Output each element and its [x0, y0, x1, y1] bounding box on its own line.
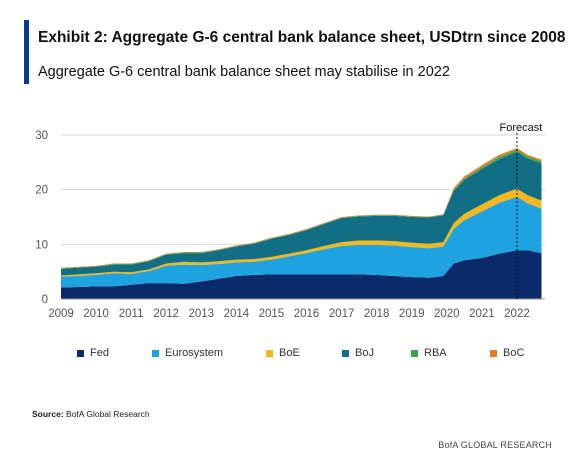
x-tick-label: 2013 [188, 308, 214, 320]
x-tick-label: 2009 [48, 308, 74, 320]
area-series-fed [61, 250, 542, 299]
chart-subtitle: Aggregate G-6 central bank balance sheet… [38, 64, 450, 80]
area-series-boj [61, 151, 542, 276]
y-tick-label: 20 [35, 185, 48, 197]
area-series-rba [61, 149, 542, 269]
x-tick-label: 2021 [469, 308, 495, 320]
source-label: Source: [32, 409, 64, 419]
forecast-label: Forecast [500, 122, 543, 134]
area-series-eurosystem [61, 196, 542, 288]
x-tick-label: 2019 [399, 308, 425, 320]
x-tick-label: 2011 [119, 308, 144, 320]
chart-title: Exhibit 2: Aggregate G-6 central bank ba… [38, 29, 566, 46]
x-tick-label: 2014 [224, 308, 250, 320]
x-tick-label: 2016 [294, 308, 320, 320]
area-series-boc [61, 148, 542, 269]
x-tick-label: 2022 [504, 308, 530, 320]
footer-brand: BofA GLOBAL RESEARCH [438, 440, 552, 450]
y-tick-label: 10 [35, 239, 48, 251]
x-tick-label: 2012 [153, 308, 179, 320]
x-tick-label: 2015 [259, 308, 285, 320]
y-tick-label: 30 [35, 130, 48, 142]
source-text: BofA Global Research [66, 409, 150, 419]
x-tick-label: 2017 [329, 308, 355, 320]
x-tick-label: 2018 [364, 308, 390, 320]
source-note: Source: BofA Global Research [32, 409, 150, 419]
x-tick-label: 2020 [434, 308, 460, 320]
accent-bar [24, 20, 29, 84]
y-tick-label: 0 [42, 294, 48, 306]
x-tick-label: 2010 [83, 308, 109, 320]
